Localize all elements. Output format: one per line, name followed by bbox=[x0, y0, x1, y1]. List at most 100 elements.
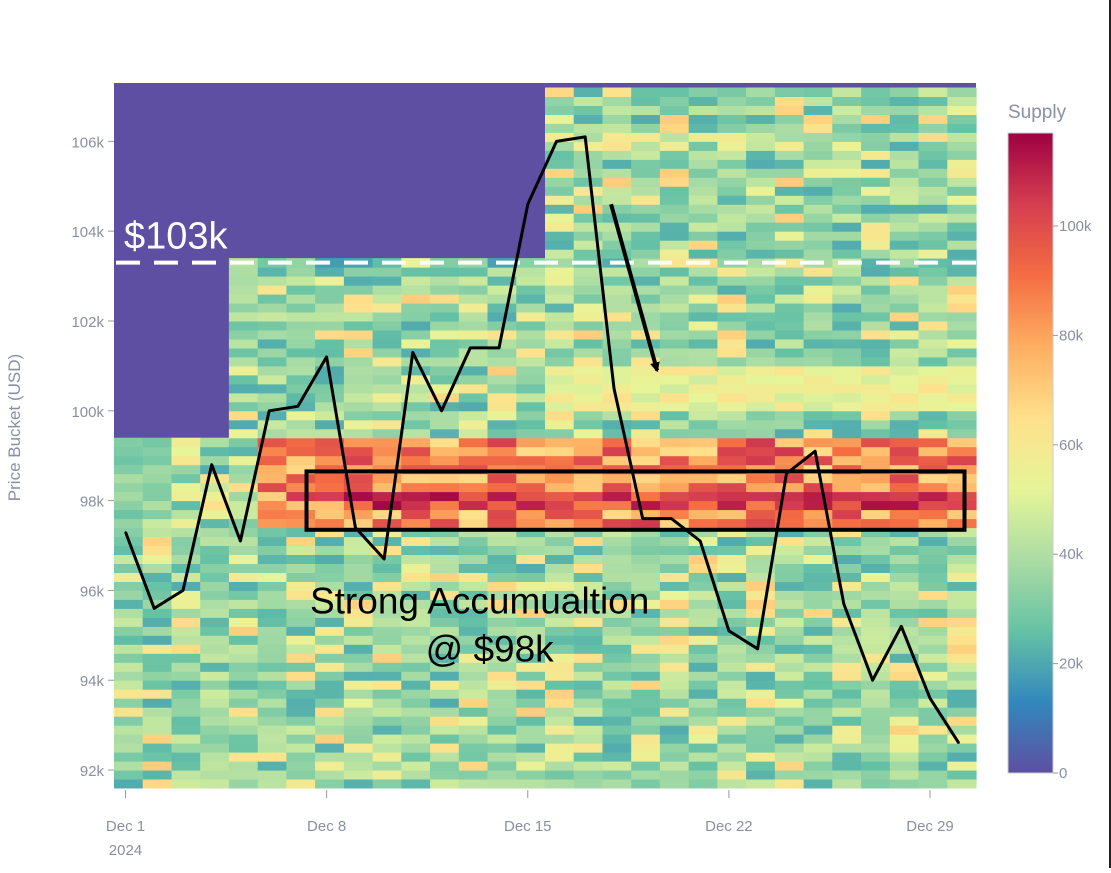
heatmap-cell bbox=[688, 491, 718, 502]
heatmap-cell bbox=[430, 428, 460, 439]
heatmap-cell bbox=[631, 743, 661, 753]
heatmap-cell bbox=[487, 392, 517, 403]
heatmap-cell bbox=[573, 725, 603, 735]
heatmap-cell bbox=[746, 437, 776, 448]
heatmap-cell bbox=[228, 285, 259, 295]
heatmap-cell bbox=[142, 563, 172, 573]
heatmap-cell bbox=[602, 518, 632, 529]
heatmap-cell bbox=[602, 572, 632, 582]
heatmap-cell bbox=[545, 312, 575, 322]
heatmap-cell bbox=[458, 383, 489, 394]
heatmap-cell bbox=[430, 761, 460, 771]
heatmap-cell bbox=[889, 267, 920, 277]
heatmap-cell bbox=[286, 500, 316, 511]
heatmap-cell bbox=[631, 545, 661, 555]
heatmap-cell bbox=[602, 662, 632, 672]
heatmap-cell bbox=[717, 545, 747, 555]
heatmap-cell bbox=[861, 168, 891, 178]
heatmap-cell bbox=[401, 608, 431, 618]
price-point bbox=[900, 625, 903, 628]
down-arrow bbox=[609, 203, 660, 373]
heatmap-cell bbox=[659, 168, 690, 178]
heatmap-cell bbox=[746, 267, 776, 277]
heatmap-cell bbox=[573, 365, 603, 376]
heatmap-cell bbox=[659, 231, 690, 241]
heatmap-cell bbox=[171, 554, 201, 564]
heatmap-cell bbox=[343, 563, 374, 573]
heatmap-cell bbox=[861, 482, 891, 493]
heatmap-cell bbox=[602, 770, 632, 780]
heatmap-cell bbox=[717, 374, 747, 385]
heatmap-cell bbox=[516, 770, 546, 780]
heatmap-cell bbox=[458, 267, 489, 277]
heatmap-cell bbox=[631, 761, 661, 771]
heatmap-cell bbox=[516, 437, 546, 448]
heatmap-cell bbox=[774, 491, 805, 502]
heatmap-cell bbox=[142, 671, 172, 681]
heatmap-cell bbox=[717, 734, 747, 744]
heatmap-cell bbox=[458, 294, 489, 304]
heatmap-cell bbox=[717, 698, 747, 708]
heatmap-cell bbox=[803, 150, 833, 160]
heatmap-cell bbox=[832, 437, 862, 448]
heatmap-cell bbox=[631, 150, 661, 160]
heatmap-cell bbox=[774, 743, 805, 753]
heatmap-cell bbox=[746, 689, 776, 699]
heatmap-cell bbox=[602, 536, 632, 546]
heatmap-cell bbox=[631, 141, 661, 151]
heatmap-cell bbox=[774, 590, 805, 600]
heatmap-cell bbox=[803, 96, 833, 106]
heatmap-cell bbox=[200, 644, 230, 654]
heatmap-cell bbox=[516, 725, 546, 735]
heatmap-cell bbox=[171, 563, 201, 573]
heatmap-cell bbox=[573, 249, 603, 259]
heatmap-cell bbox=[458, 374, 489, 385]
heatmap-cell bbox=[516, 689, 546, 699]
heatmap-cell bbox=[947, 105, 977, 115]
heatmap-cell bbox=[832, 276, 862, 286]
heatmap-cell bbox=[774, 249, 805, 259]
heatmap-cell bbox=[228, 653, 259, 663]
heatmap-cell bbox=[717, 509, 747, 520]
heatmap-cell bbox=[257, 590, 287, 600]
heatmap-cell bbox=[947, 249, 977, 259]
heatmap-cell bbox=[659, 312, 690, 322]
heatmap-cell bbox=[228, 626, 259, 636]
heatmap-cell bbox=[659, 437, 690, 448]
heatmap-cell bbox=[717, 285, 747, 295]
heatmap-cell bbox=[832, 347, 862, 358]
heatmap-cell bbox=[861, 87, 891, 97]
heatmap-cell bbox=[401, 653, 431, 663]
heatmap-cell bbox=[257, 662, 287, 672]
heatmap-cell bbox=[774, 500, 805, 511]
heatmap-cell bbox=[545, 339, 575, 349]
heatmap-cell bbox=[889, 321, 920, 331]
heatmap-cell bbox=[372, 267, 402, 277]
heatmap-cell bbox=[803, 599, 833, 609]
heatmap-cell bbox=[286, 536, 316, 546]
heatmap-cell bbox=[746, 671, 776, 681]
heatmap-cell bbox=[947, 545, 977, 555]
heatmap-cell bbox=[545, 150, 575, 160]
heatmap-cell bbox=[746, 662, 776, 672]
heatmap-cell bbox=[803, 545, 833, 555]
heatmap-cell bbox=[746, 105, 776, 115]
heatmap-cell bbox=[487, 716, 517, 726]
heatmap-cell bbox=[401, 734, 431, 744]
heatmap-cell bbox=[286, 392, 316, 403]
heatmap-cell bbox=[659, 536, 690, 546]
heatmap-cell bbox=[947, 437, 977, 448]
heatmap-cell bbox=[889, 590, 920, 600]
heatmap-cell bbox=[631, 123, 661, 133]
heatmap-cell bbox=[573, 240, 603, 250]
heatmap-cell bbox=[430, 554, 460, 564]
heatmap-cell bbox=[573, 132, 603, 142]
heatmap-cell bbox=[257, 509, 287, 520]
heatmap-cell bbox=[746, 330, 776, 340]
heatmap-cell bbox=[774, 455, 805, 466]
heatmap-cell bbox=[659, 617, 690, 627]
heatmap-cell bbox=[142, 752, 172, 762]
heatmap-cell bbox=[401, 635, 431, 645]
heatmap-cell bbox=[315, 536, 345, 546]
heatmap-cell bbox=[717, 303, 747, 313]
